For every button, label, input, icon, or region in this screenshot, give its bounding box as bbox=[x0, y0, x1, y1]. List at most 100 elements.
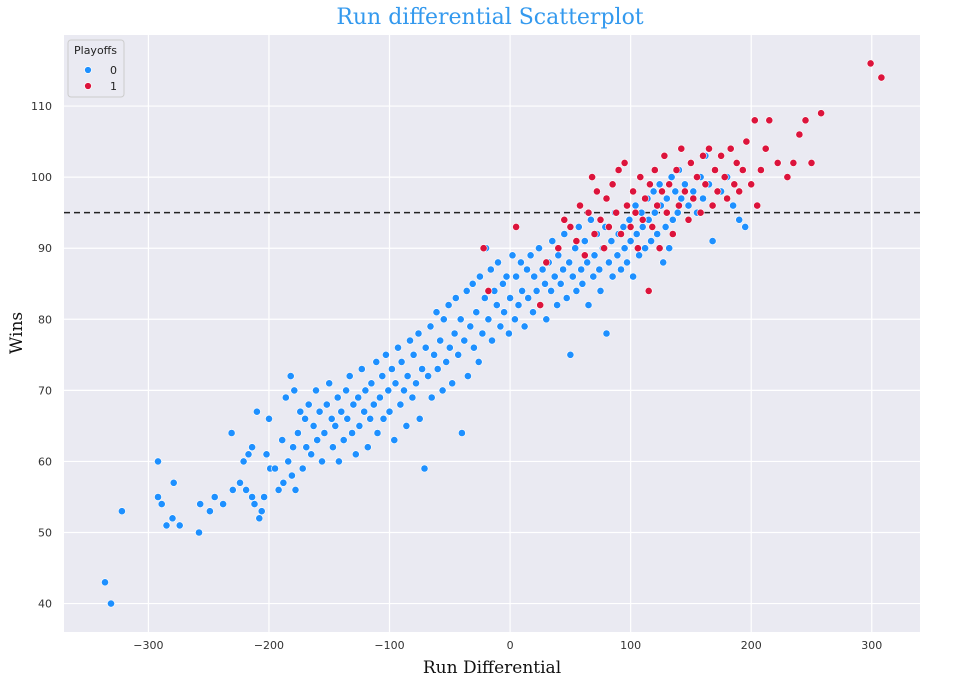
data-point-playoffs-0 bbox=[366, 414, 375, 423]
data-point-playoffs-0 bbox=[169, 478, 178, 487]
data-point-playoffs-0 bbox=[466, 322, 475, 331]
data-point-playoffs-1 bbox=[584, 208, 593, 217]
data-point-playoffs-1 bbox=[732, 158, 741, 167]
data-point-playoffs-1 bbox=[877, 73, 886, 82]
data-point-playoffs-1 bbox=[560, 215, 569, 224]
data-point-playoffs-0 bbox=[468, 279, 477, 288]
data-point-playoffs-0 bbox=[357, 365, 366, 373]
data-point-playoffs-1 bbox=[711, 166, 719, 174]
data-point-playoffs-1 bbox=[735, 187, 744, 196]
data-point-playoffs-0 bbox=[456, 315, 465, 324]
data-point-playoffs-0 bbox=[626, 237, 635, 245]
data-point-playoffs-1 bbox=[761, 144, 770, 153]
data-point-playoffs-0 bbox=[472, 308, 481, 317]
data-point-playoffs-0 bbox=[301, 414, 309, 423]
data-point-playoffs-0 bbox=[502, 272, 511, 281]
data-point-playoffs-0 bbox=[530, 272, 539, 281]
data-point-playoffs-1 bbox=[668, 230, 677, 238]
data-point-playoffs-0 bbox=[661, 222, 670, 231]
data-point-playoffs-1 bbox=[660, 151, 669, 160]
data-point-playoffs-0 bbox=[244, 450, 253, 459]
data-point-playoffs-1 bbox=[512, 222, 520, 231]
data-point-playoffs-0 bbox=[524, 294, 533, 302]
data-point-playoffs-0 bbox=[327, 414, 336, 423]
data-point-playoffs-0 bbox=[290, 386, 299, 395]
data-point-playoffs-1 bbox=[576, 201, 584, 210]
data-point-playoffs-0 bbox=[623, 258, 631, 267]
data-point-playoffs-0 bbox=[281, 393, 290, 402]
data-point-playoffs-0 bbox=[414, 329, 423, 338]
data-point-playoffs-0 bbox=[462, 286, 471, 295]
y-tick-label: 80 bbox=[38, 313, 52, 326]
data-point-playoffs-0 bbox=[354, 393, 363, 402]
data-point-playoffs-0 bbox=[287, 471, 296, 480]
data-point-playoffs-0 bbox=[318, 457, 326, 466]
data-point-playoffs-0 bbox=[631, 201, 640, 210]
data-point-playoffs-0 bbox=[460, 336, 469, 345]
data-point-playoffs-0 bbox=[348, 429, 356, 437]
data-point-playoffs-0 bbox=[478, 329, 487, 338]
data-point-playoffs-0 bbox=[641, 244, 649, 253]
data-point-playoffs-0 bbox=[653, 230, 662, 238]
data-point-playoffs-0 bbox=[196, 500, 205, 508]
data-point-playoffs-0 bbox=[496, 322, 505, 331]
data-point-playoffs-0 bbox=[620, 244, 629, 253]
data-point-playoffs-0 bbox=[400, 386, 408, 395]
data-point-playoffs-1 bbox=[636, 173, 645, 181]
data-point-playoffs-0 bbox=[255, 514, 264, 523]
data-point-playoffs-0 bbox=[457, 429, 466, 437]
chart-title: Run differential Scatterplot bbox=[336, 5, 643, 30]
data-point-playoffs-1 bbox=[608, 180, 617, 189]
data-point-playoffs-0 bbox=[337, 407, 346, 416]
data-point-playoffs-0 bbox=[508, 251, 517, 260]
data-point-playoffs-0 bbox=[313, 436, 322, 444]
data-point-playoffs-0 bbox=[260, 493, 268, 501]
data-point-playoffs-0 bbox=[361, 386, 370, 395]
data-point-playoffs-0 bbox=[195, 528, 203, 537]
data-point-playoffs-1 bbox=[617, 230, 625, 238]
data-point-playoffs-0 bbox=[741, 222, 750, 231]
data-points bbox=[101, 59, 886, 608]
data-point-playoffs-0 bbox=[486, 265, 495, 274]
data-point-playoffs-1 bbox=[693, 173, 701, 181]
data-point-playoffs-0 bbox=[647, 237, 655, 245]
data-point-playoffs-0 bbox=[475, 272, 484, 281]
data-point-playoffs-1 bbox=[701, 180, 710, 189]
data-point-playoffs-1 bbox=[653, 201, 662, 210]
data-point-playoffs-0 bbox=[436, 336, 445, 345]
data-point-playoffs-1 bbox=[600, 244, 608, 253]
data-point-playoffs-0 bbox=[535, 244, 543, 253]
data-point-playoffs-0 bbox=[532, 286, 541, 295]
data-point-playoffs-1 bbox=[730, 180, 739, 189]
data-point-playoffs-1 bbox=[641, 194, 649, 203]
data-point-playoffs-0 bbox=[415, 414, 424, 423]
data-point-playoffs-0 bbox=[729, 201, 737, 210]
data-point-playoffs-0 bbox=[239, 457, 248, 466]
data-point-playoffs-1 bbox=[795, 130, 804, 139]
legend: Playoffs 0 1 bbox=[67, 39, 125, 98]
data-point-playoffs-0 bbox=[560, 230, 569, 238]
data-point-playoffs-0 bbox=[480, 294, 489, 302]
legend-marker-0 bbox=[84, 66, 92, 74]
data-point-playoffs-0 bbox=[665, 244, 674, 253]
data-point-playoffs-0 bbox=[157, 500, 166, 508]
data-point-playoffs-0 bbox=[526, 251, 535, 260]
data-point-playoffs-0 bbox=[589, 272, 598, 281]
data-point-playoffs-0 bbox=[219, 500, 227, 508]
data-point-playoffs-0 bbox=[406, 336, 414, 345]
data-point-playoffs-0 bbox=[445, 343, 454, 352]
data-point-playoffs-0 bbox=[397, 357, 406, 366]
data-point-playoffs-1 bbox=[807, 158, 816, 167]
data-point-playoffs-0 bbox=[430, 350, 438, 359]
data-point-playoffs-0 bbox=[227, 429, 236, 437]
data-point-playoffs-0 bbox=[309, 421, 318, 430]
data-point-playoffs-0 bbox=[608, 272, 617, 281]
data-point-playoffs-0 bbox=[584, 301, 593, 309]
data-point-playoffs-0 bbox=[250, 500, 259, 508]
data-point-playoffs-0 bbox=[500, 308, 508, 317]
x-axis-label: Run Differential bbox=[423, 658, 561, 678]
data-point-playoffs-0 bbox=[655, 180, 664, 189]
data-point-playoffs-0 bbox=[708, 237, 717, 245]
data-point-playoffs-0 bbox=[650, 208, 659, 217]
data-point-playoffs-0 bbox=[617, 265, 625, 274]
